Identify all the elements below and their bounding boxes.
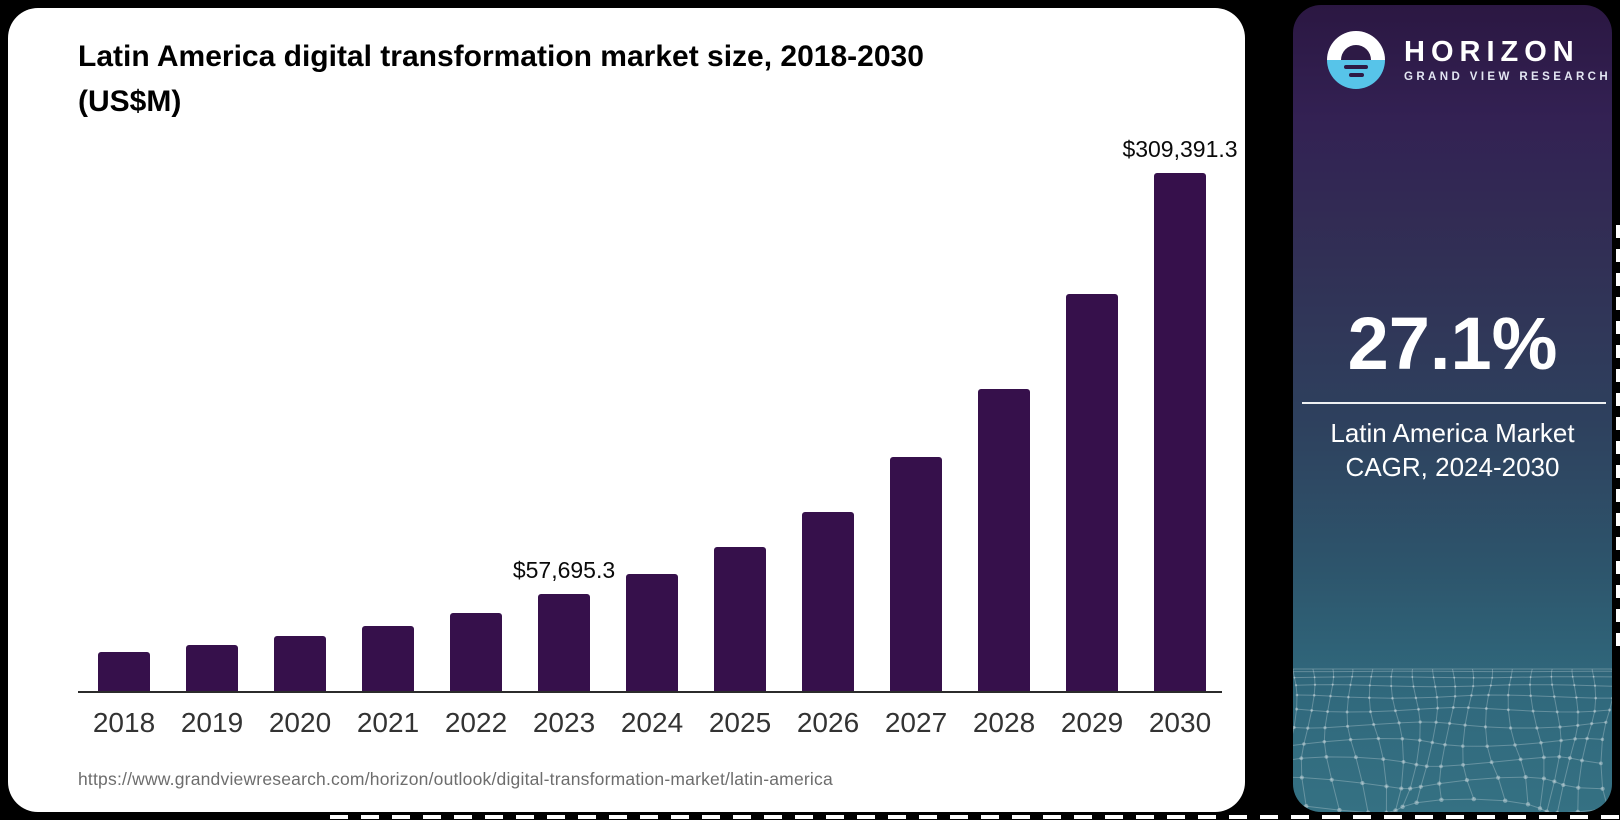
chart-title-line1: Latin America digital transformation mar… (78, 40, 924, 73)
bar-column-2028: 2028 (973, 389, 1035, 738)
x-tick-2028: 2028 (972, 707, 1036, 738)
bar-column-2019: 2019 (181, 645, 243, 738)
bar-column-2018: 2018 (93, 652, 155, 738)
chart-card: Latin America digital transformation mar… (8, 8, 1245, 812)
bar-value-label-2023: $57,695.3 (512, 557, 616, 583)
horizon-logo-icon (1327, 31, 1385, 89)
x-tick-2030: 2030 (1148, 707, 1212, 738)
bar-2018 (98, 652, 150, 691)
x-tick-2026: 2026 (796, 707, 860, 738)
cagr-caption-line2: CAGR, 2024-2030 (1345, 452, 1560, 482)
bar-column-2027: 2027 (885, 457, 947, 738)
wireframe-mesh-decoration (1293, 668, 1612, 812)
bar-2024 (626, 574, 678, 691)
logo-sun-icon (1341, 45, 1371, 60)
bar-column-2022: 2022 (445, 613, 507, 738)
cagr-caption-line1: Latin America Market (1330, 418, 1575, 448)
brand-block: HORIZON GRAND VIEW RESEARCH (1327, 31, 1611, 89)
chart-title: Latin America digital transformation mar… (78, 34, 924, 124)
bar-column-2021: 2021 (357, 626, 419, 738)
bar-column-2029: 2029 (1061, 294, 1123, 738)
bar-chart-plot: 2018 2019 2020 2021 2022 $57,695.3 2023 2024 202… (78, 108, 1238, 738)
x-tick-2023: 2023 (532, 707, 596, 738)
bar-2026 (802, 512, 854, 691)
bar-column-2026: 2026 (797, 512, 859, 738)
bar-2028 (978, 389, 1030, 691)
bar-2020 (274, 636, 326, 691)
bar-column-2025: 2025 (709, 547, 771, 738)
bar-2019 (186, 645, 238, 691)
brand-subtitle: GRAND VIEW RESEARCH (1404, 71, 1612, 83)
bar-column-2023: $57,695.3 2023 (513, 557, 615, 738)
dashed-guide-right (1616, 225, 1620, 655)
dashed-guide-bottom (330, 815, 1620, 819)
cagr-value: 27.1% (1347, 302, 1558, 385)
source-url: https://www.grandviewresearch.com/horizo… (78, 769, 833, 789)
x-tick-2022: 2022 (444, 707, 508, 738)
x-tick-2021: 2021 (356, 707, 420, 738)
bar-2021 (362, 626, 414, 691)
x-tick-2025: 2025 (708, 707, 772, 738)
stat-divider (1302, 402, 1606, 404)
x-tick-2019: 2019 (180, 707, 244, 738)
bar-2027 (890, 457, 942, 691)
x-tick-2027: 2027 (884, 707, 948, 738)
x-tick-2018: 2018 (92, 707, 156, 738)
bar-2023 (538, 594, 590, 691)
bar-2025 (714, 547, 766, 691)
bar-column-2020: 2020 (269, 636, 331, 738)
cagr-stat-block: 27.1% Latin America Market CAGR, 2024-203… (1293, 301, 1612, 484)
logo-bar-icon (1348, 72, 1364, 77)
bar-2030 (1154, 173, 1206, 691)
bar-2029 (1066, 294, 1118, 691)
bar-column-2024: 2024 (621, 574, 683, 738)
bar-value-label-2030: $309,391.3 (1122, 136, 1238, 162)
bar-column-2030: $309,391.3 2030 (1122, 136, 1237, 738)
bar-2022 (450, 613, 502, 691)
brand-text: HORIZON GRAND VIEW RESEARCH (1404, 37, 1611, 83)
chart-title-line2: (US$M) (78, 85, 182, 118)
brand-name: HORIZON (1404, 36, 1580, 68)
sidebar-card: HORIZON GRAND VIEW RESEARCH 27.1% Latin … (1293, 5, 1612, 812)
cagr-caption: Latin America Market CAGR, 2024-2030 (1293, 416, 1612, 484)
x-axis-line (78, 691, 1222, 693)
x-tick-2020: 2020 (268, 707, 332, 738)
x-tick-2024: 2024 (620, 707, 684, 738)
x-tick-2029: 2029 (1060, 707, 1124, 738)
logo-bar-icon (1344, 64, 1368, 69)
